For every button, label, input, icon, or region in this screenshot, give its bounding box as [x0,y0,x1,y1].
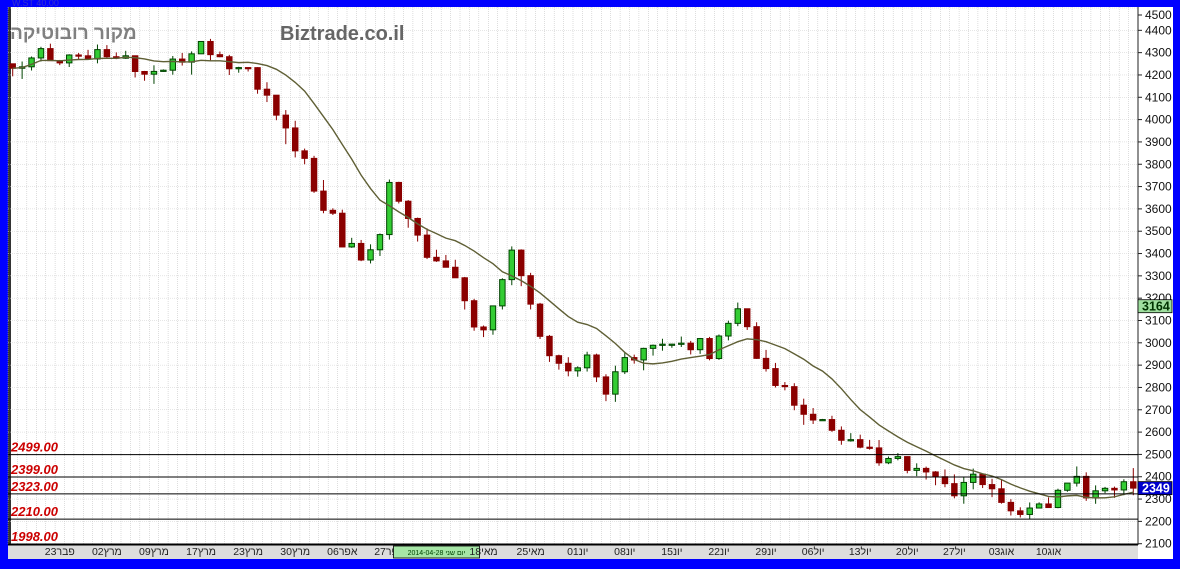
svg-text:4500: 4500 [1145,8,1172,22]
svg-text:30מרץ: 30מרץ [280,546,310,558]
svg-text:01יונ: 01יונ [567,546,588,558]
svg-text:3100: 3100 [1145,313,1172,327]
svg-text:06אפר: 06אפר [327,546,358,558]
svg-text:2900: 2900 [1145,358,1172,372]
svg-text:02מרץ: 02מרץ [92,546,122,558]
svg-text:3400: 3400 [1145,247,1172,261]
svg-text:08יונ: 08יונ [614,546,635,558]
svg-text:13יול: 13יול [849,546,872,558]
svg-text:06יול: 06יול [802,546,825,558]
svg-text:3000: 3000 [1145,336,1172,350]
svg-text:3800: 3800 [1145,157,1172,171]
svg-text:18מאי: 18מאי [469,546,497,558]
svg-text:03אוג: 03אוג [989,546,1015,558]
svg-text:2100: 2100 [1145,537,1172,551]
svg-text:23פבר: 23פבר [45,546,75,558]
svg-text:2700: 2700 [1145,403,1172,417]
svg-text:3300: 3300 [1145,269,1172,283]
svg-text:2500: 2500 [1145,447,1172,461]
svg-text:22יונ: 22יונ [708,546,729,558]
svg-text:2399.00: 2399.00 [10,462,59,477]
svg-text:4400: 4400 [1145,23,1172,37]
svg-text:1998.00: 1998.00 [11,529,59,544]
svg-text:2499.00: 2499.00 [10,440,59,455]
svg-text:23מרץ: 23מרץ [233,546,263,558]
svg-text:2323.00: 2323.00 [10,479,59,494]
svg-text:2600: 2600 [1145,425,1172,439]
svg-text:09מרץ: 09מרץ [139,546,169,558]
svg-text:3600: 3600 [1145,202,1172,216]
svg-text:4200: 4200 [1145,68,1172,82]
svg-text:10אוג: 10אוג [1036,546,1062,558]
svg-text:3164: 3164 [1142,300,1170,314]
svg-text:2800: 2800 [1145,380,1172,394]
svg-text:3900: 3900 [1145,135,1172,149]
svg-text:20יול: 20יול [896,546,919,558]
svg-text:25מאי: 25מאי [517,546,545,558]
svg-text:W.ST 40.00: W.ST 40.00 [12,0,59,8]
svg-text:4300: 4300 [1145,46,1172,60]
svg-text:מקור רובוטיקה: מקור רובוטיקה [10,23,137,44]
svg-text:4100: 4100 [1145,90,1172,104]
svg-text:4000: 4000 [1145,113,1172,127]
svg-text:2210.00: 2210.00 [10,504,59,519]
svg-text:17מרץ: 17מרץ [186,546,216,558]
svg-text:27יול: 27יול [943,546,966,558]
svg-text:3500: 3500 [1145,224,1172,238]
svg-text:2349: 2349 [1142,482,1170,496]
svg-text:Biztrade.co.il: Biztrade.co.il [280,23,404,45]
svg-text:2200: 2200 [1145,514,1172,528]
svg-text:2014-04-28 יום שני: 2014-04-28 יום שני [408,550,466,557]
svg-text:15יונ: 15יונ [661,546,682,558]
svg-text:3700: 3700 [1145,180,1172,194]
svg-text:29יונ: 29יונ [755,546,776,558]
